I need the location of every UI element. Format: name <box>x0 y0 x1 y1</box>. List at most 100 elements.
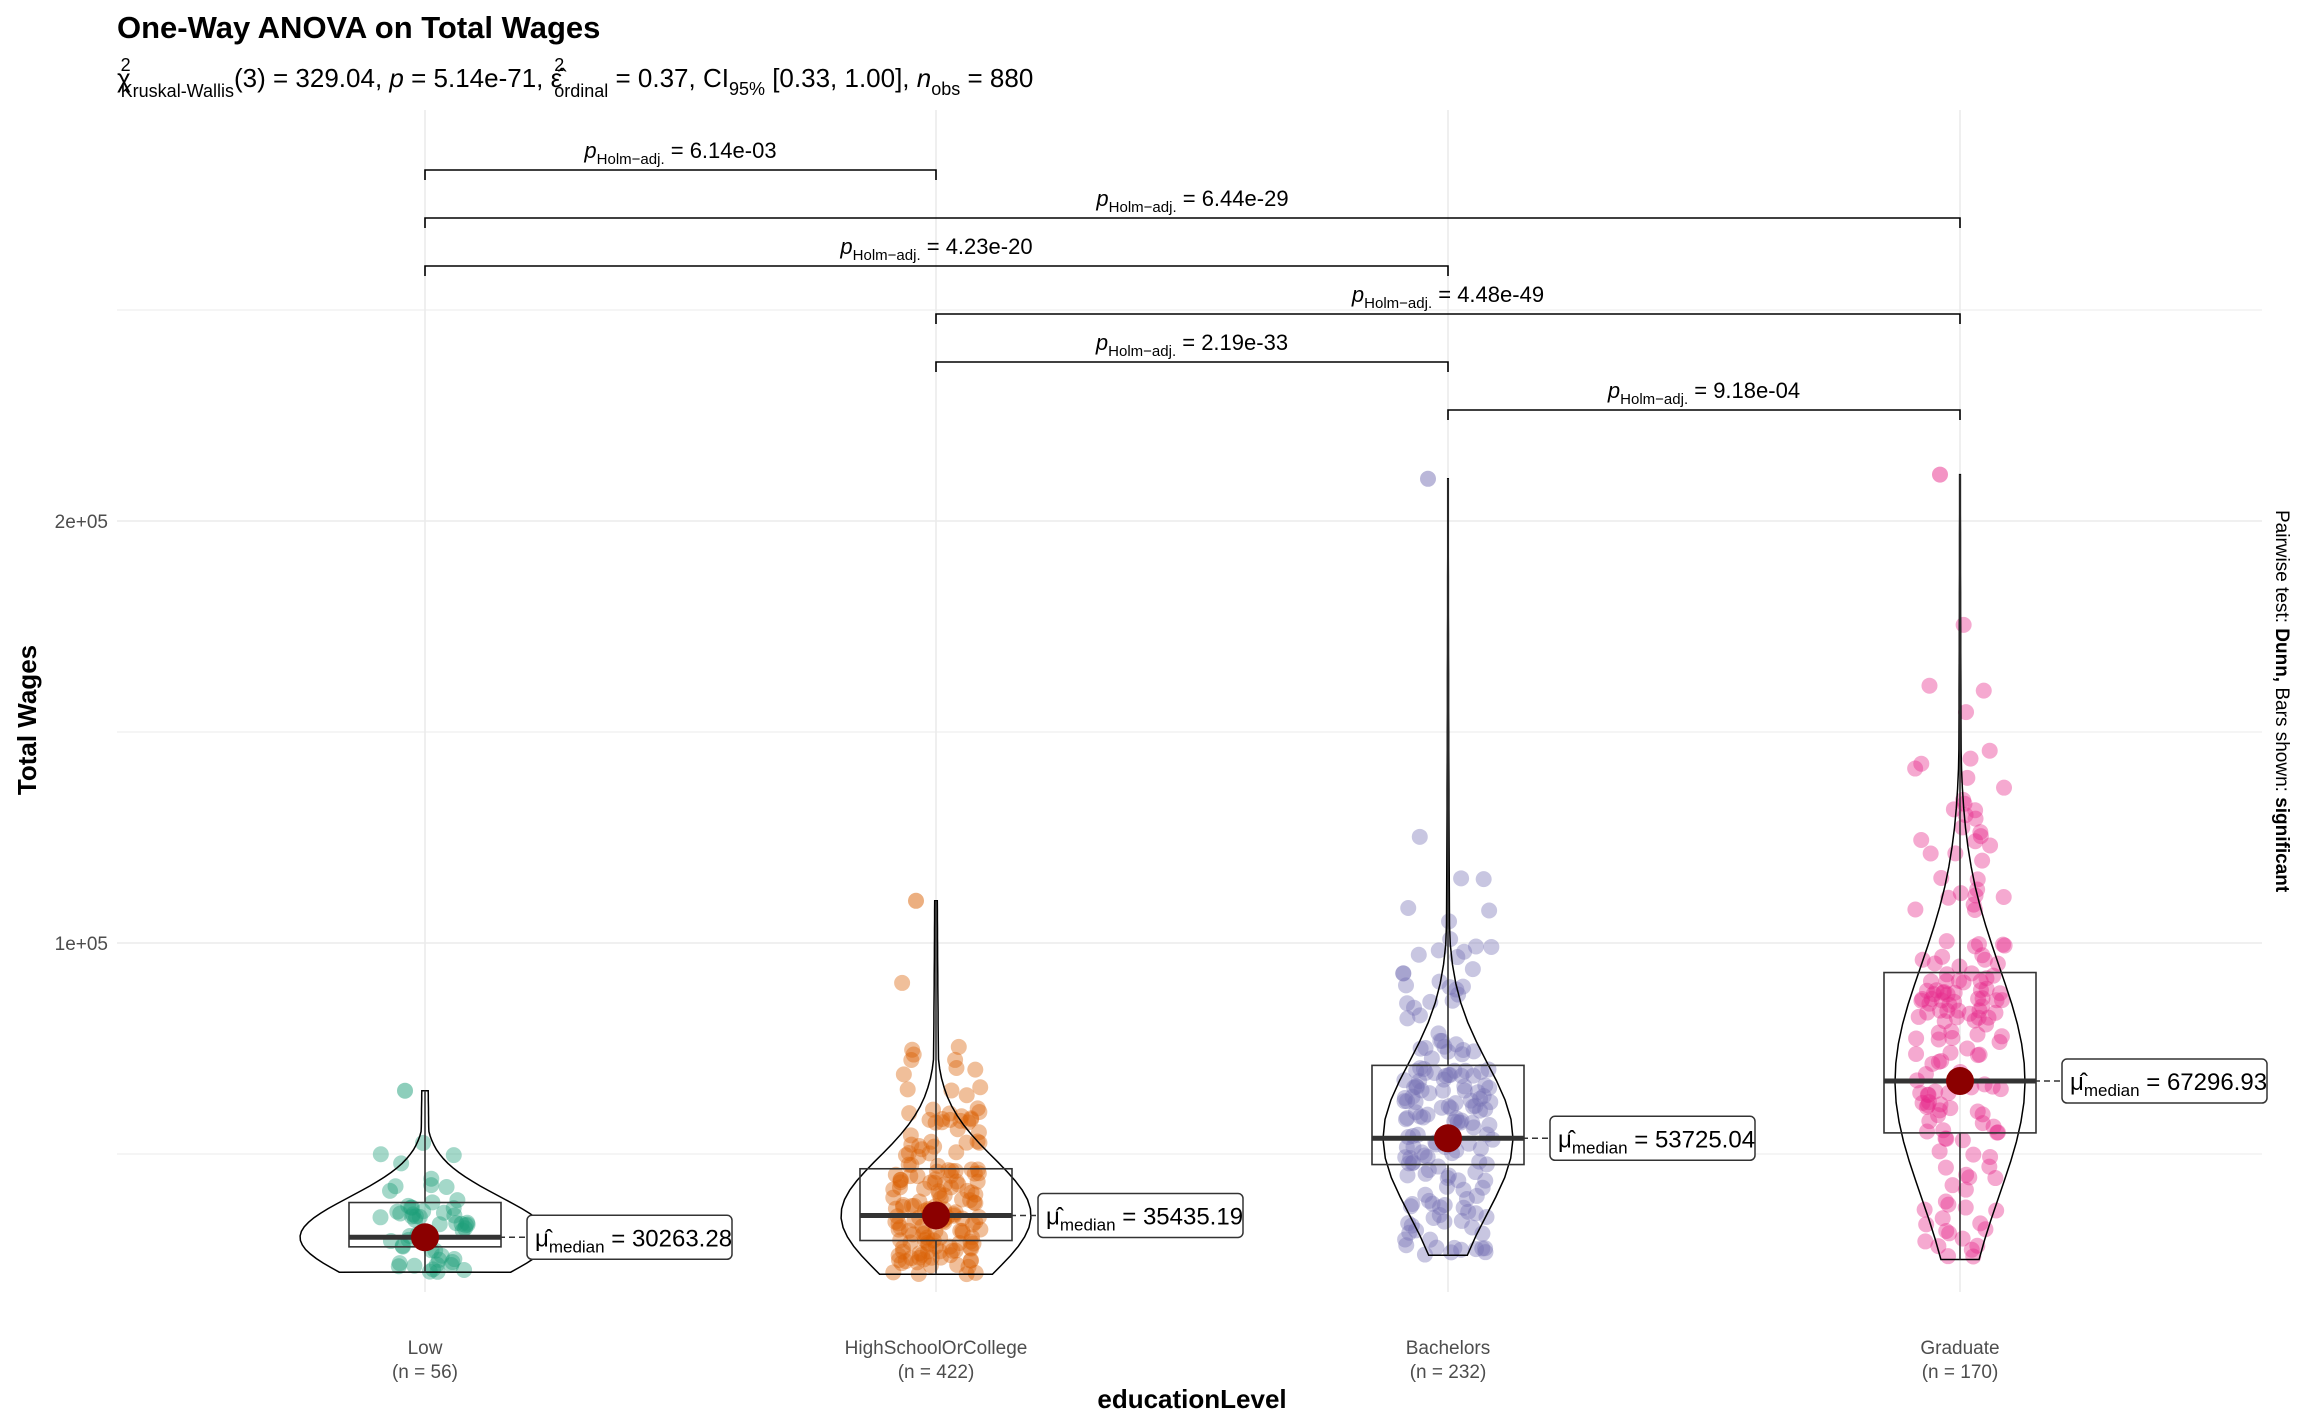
x-axis-title: educationLevel <box>1097 1384 1286 1414</box>
data-point <box>1419 1106 1436 1123</box>
data-point <box>1963 1241 1980 1258</box>
data-point <box>915 1251 932 1268</box>
data-point <box>1933 992 1950 1009</box>
data-point <box>1406 1079 1423 1096</box>
data-point <box>1995 889 2012 906</box>
data-point <box>1428 1239 1445 1256</box>
data-point <box>947 1162 964 1179</box>
data-point <box>967 1186 984 1203</box>
data-point <box>919 1229 936 1246</box>
data-point <box>948 1060 965 1077</box>
data-point <box>1399 1110 1416 1127</box>
median-point <box>922 1201 950 1230</box>
data-point <box>897 1147 914 1164</box>
data-point <box>1951 972 1968 989</box>
data-point <box>1443 1244 1460 1261</box>
data-point <box>1982 837 1999 854</box>
data-point <box>1925 986 1942 1003</box>
data-point <box>1395 965 1412 982</box>
data-point <box>905 1226 922 1243</box>
median-sub: median <box>549 1237 605 1256</box>
data-point <box>1446 1062 1463 1079</box>
pairwise-label: pHolm−adj. = 4.23e-20 <box>839 234 1032 264</box>
data-point <box>1957 807 1974 824</box>
data-point <box>1412 1040 1429 1057</box>
data-point <box>893 1255 910 1272</box>
data-point <box>1972 1215 1989 1232</box>
data-point <box>448 1215 465 1232</box>
data-point <box>1420 1162 1437 1179</box>
data-point <box>1404 1088 1421 1105</box>
data-point <box>1927 1083 1944 1100</box>
data-point <box>1446 1239 1463 1256</box>
pairwise-p-sub: Holm−adj. <box>1108 343 1176 360</box>
pairwise-p-sub: Holm−adj. <box>597 151 665 168</box>
data-point <box>1402 1149 1419 1166</box>
data-point <box>1478 1208 1495 1225</box>
data-point <box>915 1225 932 1242</box>
data-point <box>445 1147 462 1164</box>
data-point <box>1397 1111 1414 1128</box>
data-point <box>932 1249 949 1266</box>
data-point <box>1976 951 1993 968</box>
data-point <box>1430 942 1447 959</box>
data-point <box>954 1224 971 1241</box>
data-point <box>972 1221 989 1238</box>
data-point <box>1454 1046 1471 1063</box>
data-point <box>1952 885 1969 902</box>
data-point <box>965 1235 982 1252</box>
data-point <box>948 1173 965 1190</box>
y-tick-label: 1e+05 <box>55 934 108 955</box>
data-point <box>929 1163 946 1180</box>
data-point <box>1408 1078 1425 1095</box>
data-point <box>443 1257 460 1274</box>
data-point <box>415 1203 432 1220</box>
data-point <box>1454 978 1471 995</box>
data-point <box>920 1243 937 1260</box>
data-point <box>1991 985 2008 1002</box>
data-point <box>1962 750 1979 767</box>
data-point <box>948 1144 965 1161</box>
data-point <box>1400 900 1417 917</box>
median-label-box <box>2061 1058 2268 1104</box>
data-point <box>1972 973 1989 990</box>
pairwise-p-sub: Holm−adj. <box>853 247 921 264</box>
data-point <box>1432 1199 1449 1216</box>
data-point <box>890 1252 907 1269</box>
data-point <box>1942 1044 1959 1061</box>
data-point <box>954 1191 971 1208</box>
data-point <box>1954 1132 1971 1149</box>
data-point <box>1957 1181 1974 1198</box>
data-point <box>1943 1023 1960 1040</box>
chi-symbol: χ <box>117 63 131 93</box>
data-point <box>1965 1248 1982 1265</box>
chart-title: One-Way ANOVA on Total Wages <box>117 10 600 45</box>
pairwise-p-sub: Holm−adj. <box>1620 391 1688 408</box>
data-point <box>943 1082 960 1099</box>
pairwise-p-value: = 6.44e-29 <box>1177 186 1289 211</box>
data-point <box>1932 1096 1949 1113</box>
data-point <box>1969 871 1986 888</box>
data-point <box>1406 999 1423 1016</box>
data-point <box>887 1200 904 1217</box>
data-point <box>1413 1082 1430 1099</box>
data-point <box>1967 887 1984 904</box>
data-point <box>950 1176 967 1193</box>
data-point <box>1937 1193 1954 1210</box>
data-point <box>1959 769 1976 786</box>
data-point <box>1408 1078 1425 1095</box>
data-point <box>1474 1179 1491 1196</box>
data-point <box>1456 1078 1473 1095</box>
data-point <box>1985 1118 2002 1135</box>
data-point <box>1978 1016 1995 1033</box>
points-layer <box>372 466 2013 1283</box>
pairwise-label: pHolm−adj. = 6.44e-29 <box>1095 186 1288 216</box>
data-point <box>1914 1094 1931 1111</box>
data-point <box>903 1197 920 1214</box>
data-point <box>1396 1089 1413 1106</box>
data-point <box>967 1061 984 1078</box>
data-point <box>890 1215 907 1232</box>
data-point <box>966 1194 983 1211</box>
data-point <box>1974 990 1991 1007</box>
